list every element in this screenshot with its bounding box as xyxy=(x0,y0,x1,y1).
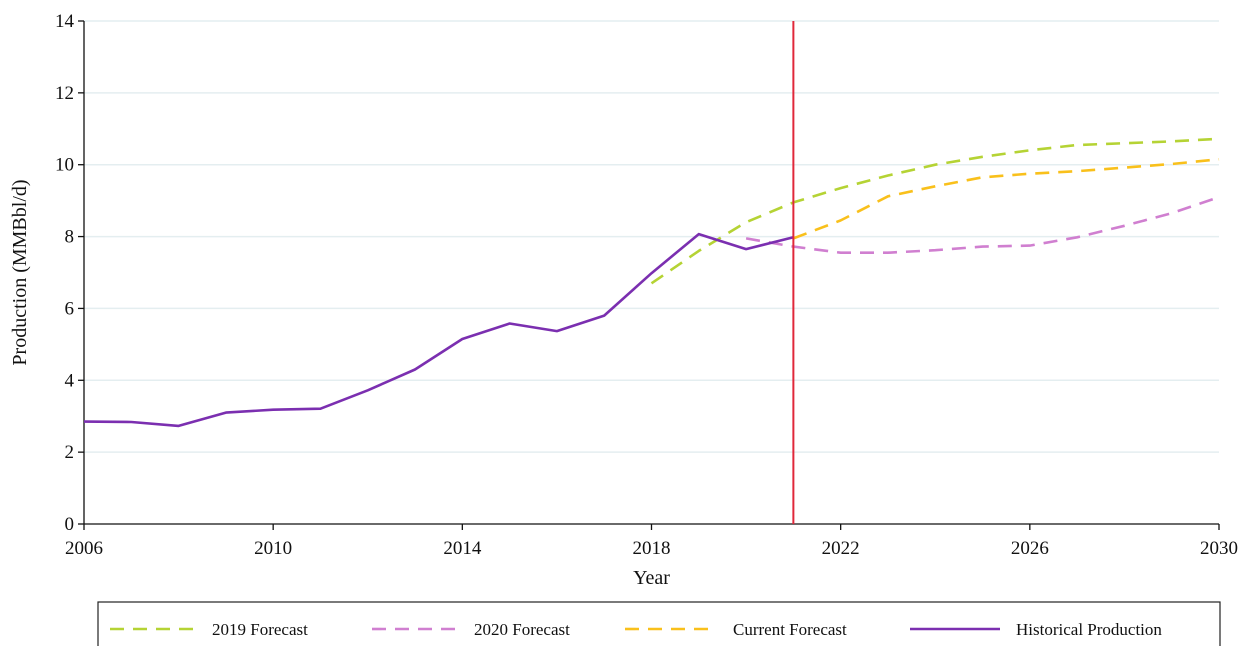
y-tick-label: 14 xyxy=(55,11,75,32)
legend: 2019 Forecast 2020 Forecast Current Foreca… xyxy=(98,602,1220,646)
series-line xyxy=(84,234,793,426)
series-line xyxy=(793,159,1219,238)
y-tick-label: 2 xyxy=(65,442,75,463)
x-tick-label: 2026 xyxy=(1011,538,1049,559)
x-tick-label: 2030 xyxy=(1200,538,1238,559)
series-line xyxy=(652,139,1220,283)
series-lines xyxy=(84,139,1219,426)
legend-label: Historical Production xyxy=(1016,620,1162,639)
x-tick-label: 2018 xyxy=(633,538,671,559)
gridlines xyxy=(84,21,1219,452)
y-tick-label: 12 xyxy=(55,83,74,104)
y-tick-label: 4 xyxy=(65,370,75,391)
y-tick-label: 6 xyxy=(65,298,75,319)
legend-label: 2020 Forecast xyxy=(474,620,570,639)
x-tick-label: 2022 xyxy=(822,538,860,559)
x-tick-label: 2006 xyxy=(65,538,103,559)
y-tick-label: 8 xyxy=(65,227,75,248)
series-line xyxy=(746,197,1219,253)
legend-label: Current Forecast xyxy=(733,620,847,639)
x-axis-title: Year xyxy=(633,567,670,589)
x-tick-label: 2010 xyxy=(254,538,292,559)
y-tick-label: 0 xyxy=(65,514,75,535)
x-tick-label: 2014 xyxy=(443,538,482,559)
legend-label: 2019 Forecast xyxy=(212,620,308,639)
y-axis-title: Production (MMBbl/d) xyxy=(9,179,31,365)
y-tick-label: 10 xyxy=(55,155,74,176)
